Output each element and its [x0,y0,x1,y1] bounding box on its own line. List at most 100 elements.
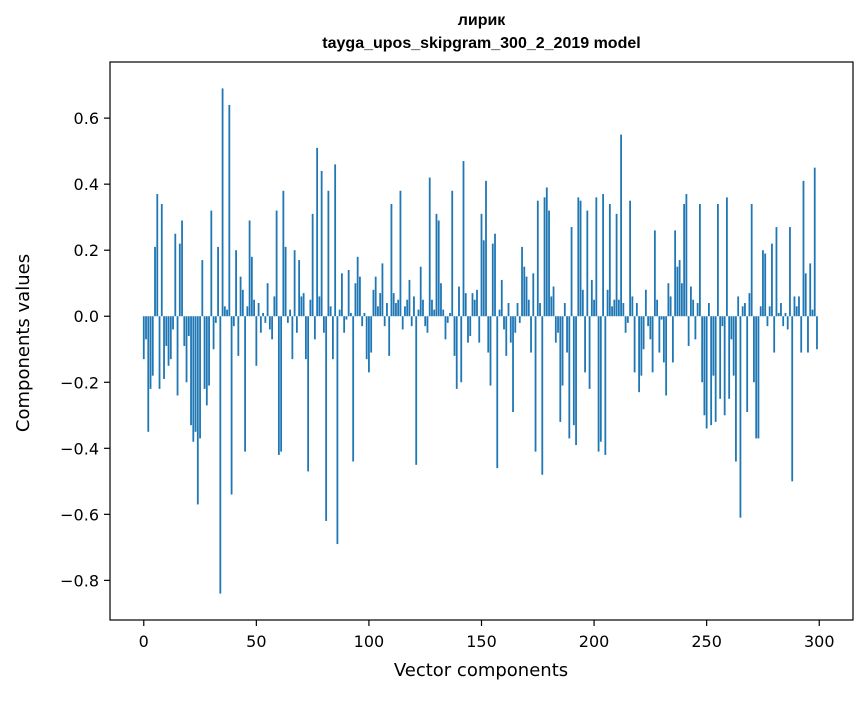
bar [748,293,751,317]
bar [746,316,749,412]
bar [485,180,487,317]
bar [467,316,469,343]
bar [771,243,773,317]
bar [717,203,719,317]
bar [773,316,776,353]
bar [726,197,728,317]
bar [692,299,695,317]
bar [235,250,237,317]
bar [550,296,553,317]
bar [336,316,339,545]
bar [221,88,224,317]
bar [381,263,384,317]
bar [433,309,436,317]
y-tick-label: −0.8 [60,571,99,590]
bar [491,243,494,317]
bar [232,316,235,327]
y-tick-label: −0.2 [60,373,99,392]
bar [343,316,346,333]
bar [419,266,422,317]
bar [599,316,602,442]
bar [719,316,722,399]
bar [539,303,541,317]
bar [518,316,521,323]
bar [413,296,415,317]
bar [440,283,442,317]
bar [356,256,359,317]
bar [667,283,670,317]
bar [816,316,818,350]
bar [714,316,717,422]
bar [246,306,249,317]
bar [390,203,393,317]
bar [338,309,341,317]
bar [444,316,447,340]
bar [271,316,274,340]
bar [764,253,767,317]
bar [662,316,665,363]
bar [194,316,197,432]
bar [327,190,330,317]
bar [203,316,206,389]
bar [613,299,616,317]
bar [325,316,328,521]
bar [534,316,537,452]
bar [811,309,814,317]
bar [248,220,251,317]
bar [455,316,458,389]
bar [548,210,550,317]
bar [584,316,586,373]
bar [473,299,476,317]
y-axis-label: Components values [13,254,34,432]
bar [147,316,150,432]
bar [698,203,701,317]
bar [302,293,305,317]
bar [395,303,397,317]
bar [617,299,620,317]
bar [415,316,418,465]
bar [685,194,688,317]
plot-frame [109,61,854,621]
bar [658,316,661,353]
bar [268,316,271,330]
bar [489,316,492,386]
bar [372,289,375,317]
bar [669,296,672,317]
bar [482,240,485,317]
bar [275,210,278,317]
bar [253,299,255,317]
bar [804,273,807,317]
bar [347,270,350,317]
bar [149,316,152,389]
bar [543,197,546,317]
bar [334,164,337,317]
bar [399,190,402,317]
bar [406,299,409,317]
bar [289,309,292,317]
bar [710,316,713,426]
bar [280,316,283,452]
bar [469,316,472,337]
bar [721,316,724,327]
bar [320,170,323,317]
bar [244,316,246,452]
bar [428,177,431,317]
bar [192,316,195,442]
bar [354,283,357,317]
bar [422,299,424,317]
bar [759,306,762,317]
bar [703,316,706,416]
bar [264,316,267,323]
chart-subtitle: tayga_upos_skipgram_300_2_2019 model [322,35,641,52]
bar [208,316,210,386]
bar [757,316,760,439]
bar [597,316,600,452]
bar [266,283,269,317]
bar [282,190,285,317]
bar [606,289,609,317]
bar [404,306,406,317]
bar [523,266,526,317]
bar [784,312,787,317]
bar [741,306,744,317]
bar [626,316,629,323]
